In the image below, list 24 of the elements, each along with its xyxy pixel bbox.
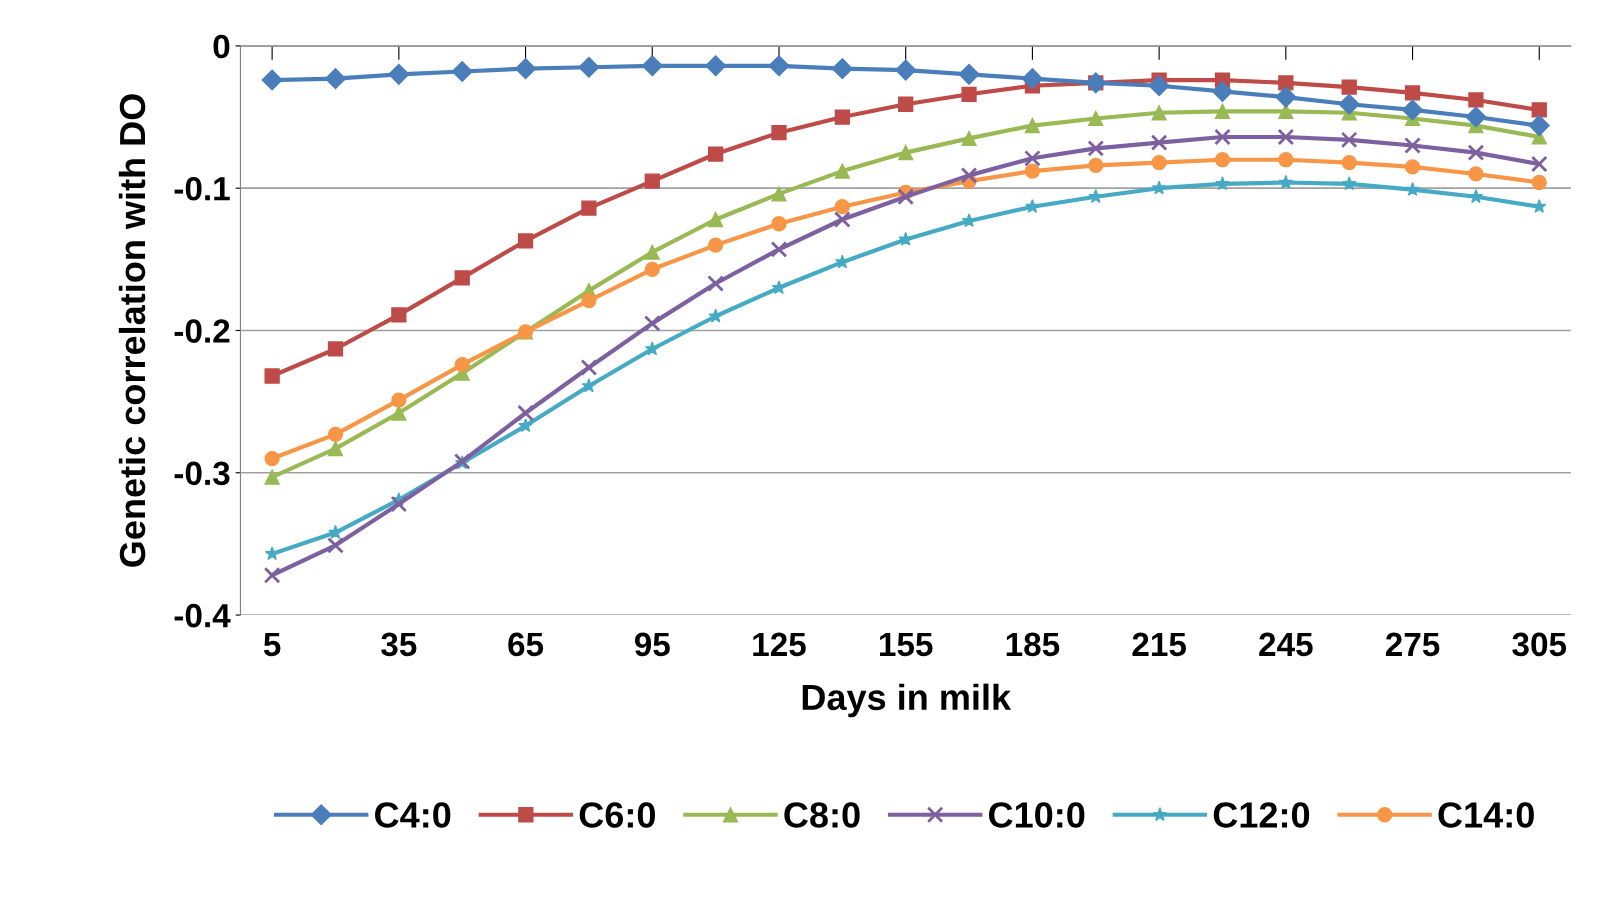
x-tick-label: 35 [381,632,417,657]
legend-label: C10:0 [989,802,1085,828]
legend-label: C8:0 [784,802,860,828]
x-tick-label: 185 [1006,632,1060,657]
x-tick-label: 5 [263,632,281,657]
x-tick-label: 275 [1385,632,1440,657]
y-tick-label: -0.2 [174,319,230,343]
x-tick-label: 125 [753,632,806,657]
x-tick-label: 245 [1259,632,1313,657]
x-axis-title: Days in milk [802,683,1012,718]
y-tick-label: -0.1 [174,176,230,201]
legend-label: C4:0 [375,802,451,828]
x-tick-label: 65 [508,632,544,657]
legend-label: C14:0 [1438,802,1534,828]
y-tick-label: -0.4 [174,603,231,628]
y-tick-label: -0.3 [174,461,230,486]
x-tick-label: 215 [1132,632,1186,657]
legend-label: C12:0 [1213,802,1310,828]
x-tick-label: 155 [879,632,933,657]
y-axis-title: Genetic correlation with DO [118,94,146,567]
y-tick-label: 0 [213,34,230,59]
x-tick-label: 95 [634,632,670,657]
legend-label: C6:0 [579,802,655,828]
x-tick-label: 305 [1512,632,1567,657]
